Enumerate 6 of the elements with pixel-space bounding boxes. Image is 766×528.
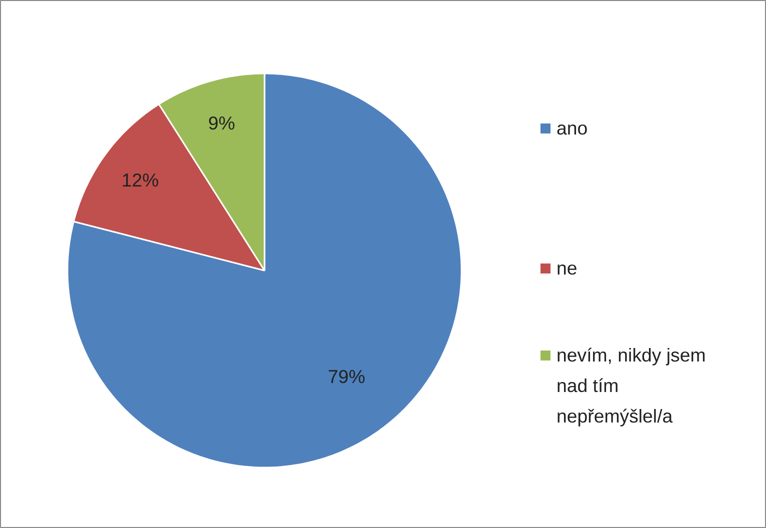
legend-label: ne [556,258,578,278]
data-label: 9% [208,112,236,134]
legend-label: ano [556,118,588,138]
legend-label: nevím, nikdy jsem nad tím nepřemýšlel/a [556,344,706,426]
data-label: 79% [328,366,366,387]
data-label: 12% [122,170,159,191]
